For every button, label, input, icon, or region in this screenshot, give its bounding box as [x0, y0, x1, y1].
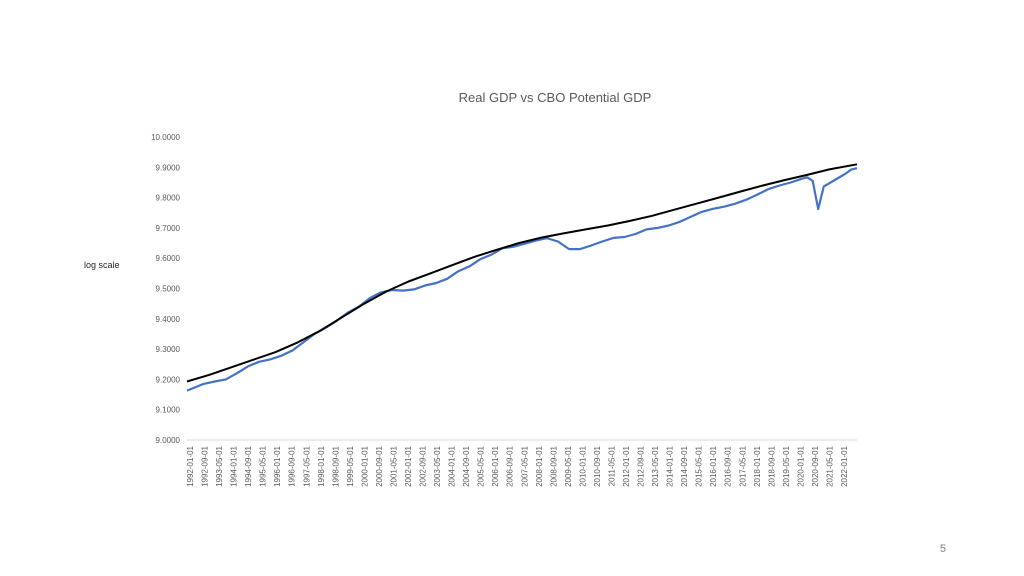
- y-tick-label: 9.6000: [156, 254, 181, 263]
- x-tick-label: 1998-09-01: [331, 445, 340, 486]
- x-tick-label: 1992-09-01: [201, 445, 210, 486]
- x-tick-label: 2008-01-01: [535, 445, 544, 486]
- series-layer: [186, 163, 858, 392]
- x-axis: 1992-01-01 1992-09-01 1993-05-01 1994-01-01…: [186, 445, 849, 486]
- x-tick-label: 2017-05-01: [738, 445, 747, 486]
- x-tick-label: 2001-05-01: [389, 445, 398, 486]
- y-tick-label: 9.1000: [156, 406, 181, 415]
- x-tick-label: 1997-05-01: [302, 445, 311, 486]
- x-tick-label: 2003-05-01: [433, 445, 442, 486]
- x-tick-label: 2009-05-01: [564, 445, 573, 486]
- x-tick-label: 2020-01-01: [796, 445, 805, 486]
- x-tick-label: 2010-01-01: [578, 445, 587, 486]
- chart-title: Real GDP vs CBO Potential GDP: [459, 90, 652, 105]
- x-tick-label: 2002-01-01: [404, 445, 413, 486]
- x-tick-label: 2020-09-01: [811, 445, 820, 486]
- x-tick-label: 2016-09-01: [724, 445, 733, 486]
- x-tick-label: 1996-01-01: [273, 445, 282, 486]
- x-tick-label: 1995-05-01: [259, 445, 268, 486]
- x-tick-label: 1996-09-01: [288, 445, 297, 486]
- y-tick-label: 9.4000: [156, 315, 181, 324]
- x-tick-label: 2022-01-01: [840, 445, 849, 486]
- x-tick-label: 2018-09-01: [767, 445, 776, 486]
- x-tick-label: 2004-01-01: [448, 445, 457, 486]
- page-number: 5: [939, 543, 946, 555]
- y-tick-label: 9.7000: [156, 224, 181, 233]
- x-tick-label: 2019-05-01: [782, 445, 791, 486]
- x-tick-label: 2002-09-01: [419, 445, 428, 486]
- x-tick-label: 2016-01-01: [709, 445, 718, 486]
- x-tick-label: 1994-09-01: [244, 445, 253, 486]
- series-line-real-gdp: [186, 167, 858, 392]
- x-tick-label: 2008-09-01: [549, 445, 558, 486]
- x-tick-label: 2000-09-01: [375, 445, 384, 486]
- x-tick-label: 1999-05-01: [346, 445, 355, 486]
- y-tick-label: 9.9000: [156, 163, 181, 172]
- y-axis-label: log scale: [84, 260, 120, 270]
- x-tick-label: 2006-01-01: [491, 445, 500, 486]
- x-tick-label: 1992-01-01: [186, 445, 195, 486]
- y-tick-label: 9.3000: [156, 345, 181, 354]
- x-tick-label: 1994-01-01: [230, 445, 239, 486]
- x-tick-label: 2012-01-01: [622, 445, 631, 486]
- y-tick-label: 9.0000: [156, 436, 181, 445]
- x-tick-label: 2004-09-01: [462, 445, 471, 486]
- y-tick-label: 10.0000: [151, 133, 180, 142]
- y-tick-label: 9.8000: [156, 194, 181, 203]
- series-line-potential-gdp: [186, 163, 858, 383]
- x-tick-label: 2010-09-01: [593, 445, 602, 486]
- x-tick-label: 2013-05-01: [651, 445, 660, 486]
- x-tick-label: 2005-05-01: [477, 445, 486, 486]
- x-tick-label: 2018-01-01: [753, 445, 762, 486]
- y-axis: 9.0000 9.1000 9.2000 9.3000 9.4000 9.5000 9.60…: [151, 133, 180, 445]
- x-tick-label: 2011-05-01: [607, 445, 616, 486]
- x-tick-label: 2012-09-01: [637, 445, 646, 486]
- x-tick-label: 2014-01-01: [666, 445, 675, 486]
- x-tick-label: 2015-05-01: [695, 445, 704, 486]
- x-tick-label: 1993-05-01: [215, 445, 224, 486]
- x-tick-label: 2021-05-01: [825, 445, 834, 486]
- y-tick-label: 9.5000: [156, 285, 181, 294]
- x-tick-label: 1998-01-01: [317, 445, 326, 486]
- x-tick-label: 2006-09-01: [506, 445, 515, 486]
- x-tick-label: 2014-09-01: [680, 445, 689, 486]
- x-tick-label: 2000-01-01: [360, 445, 369, 486]
- y-tick-label: 9.2000: [156, 375, 181, 384]
- x-tick-label: 2007-05-01: [520, 445, 529, 486]
